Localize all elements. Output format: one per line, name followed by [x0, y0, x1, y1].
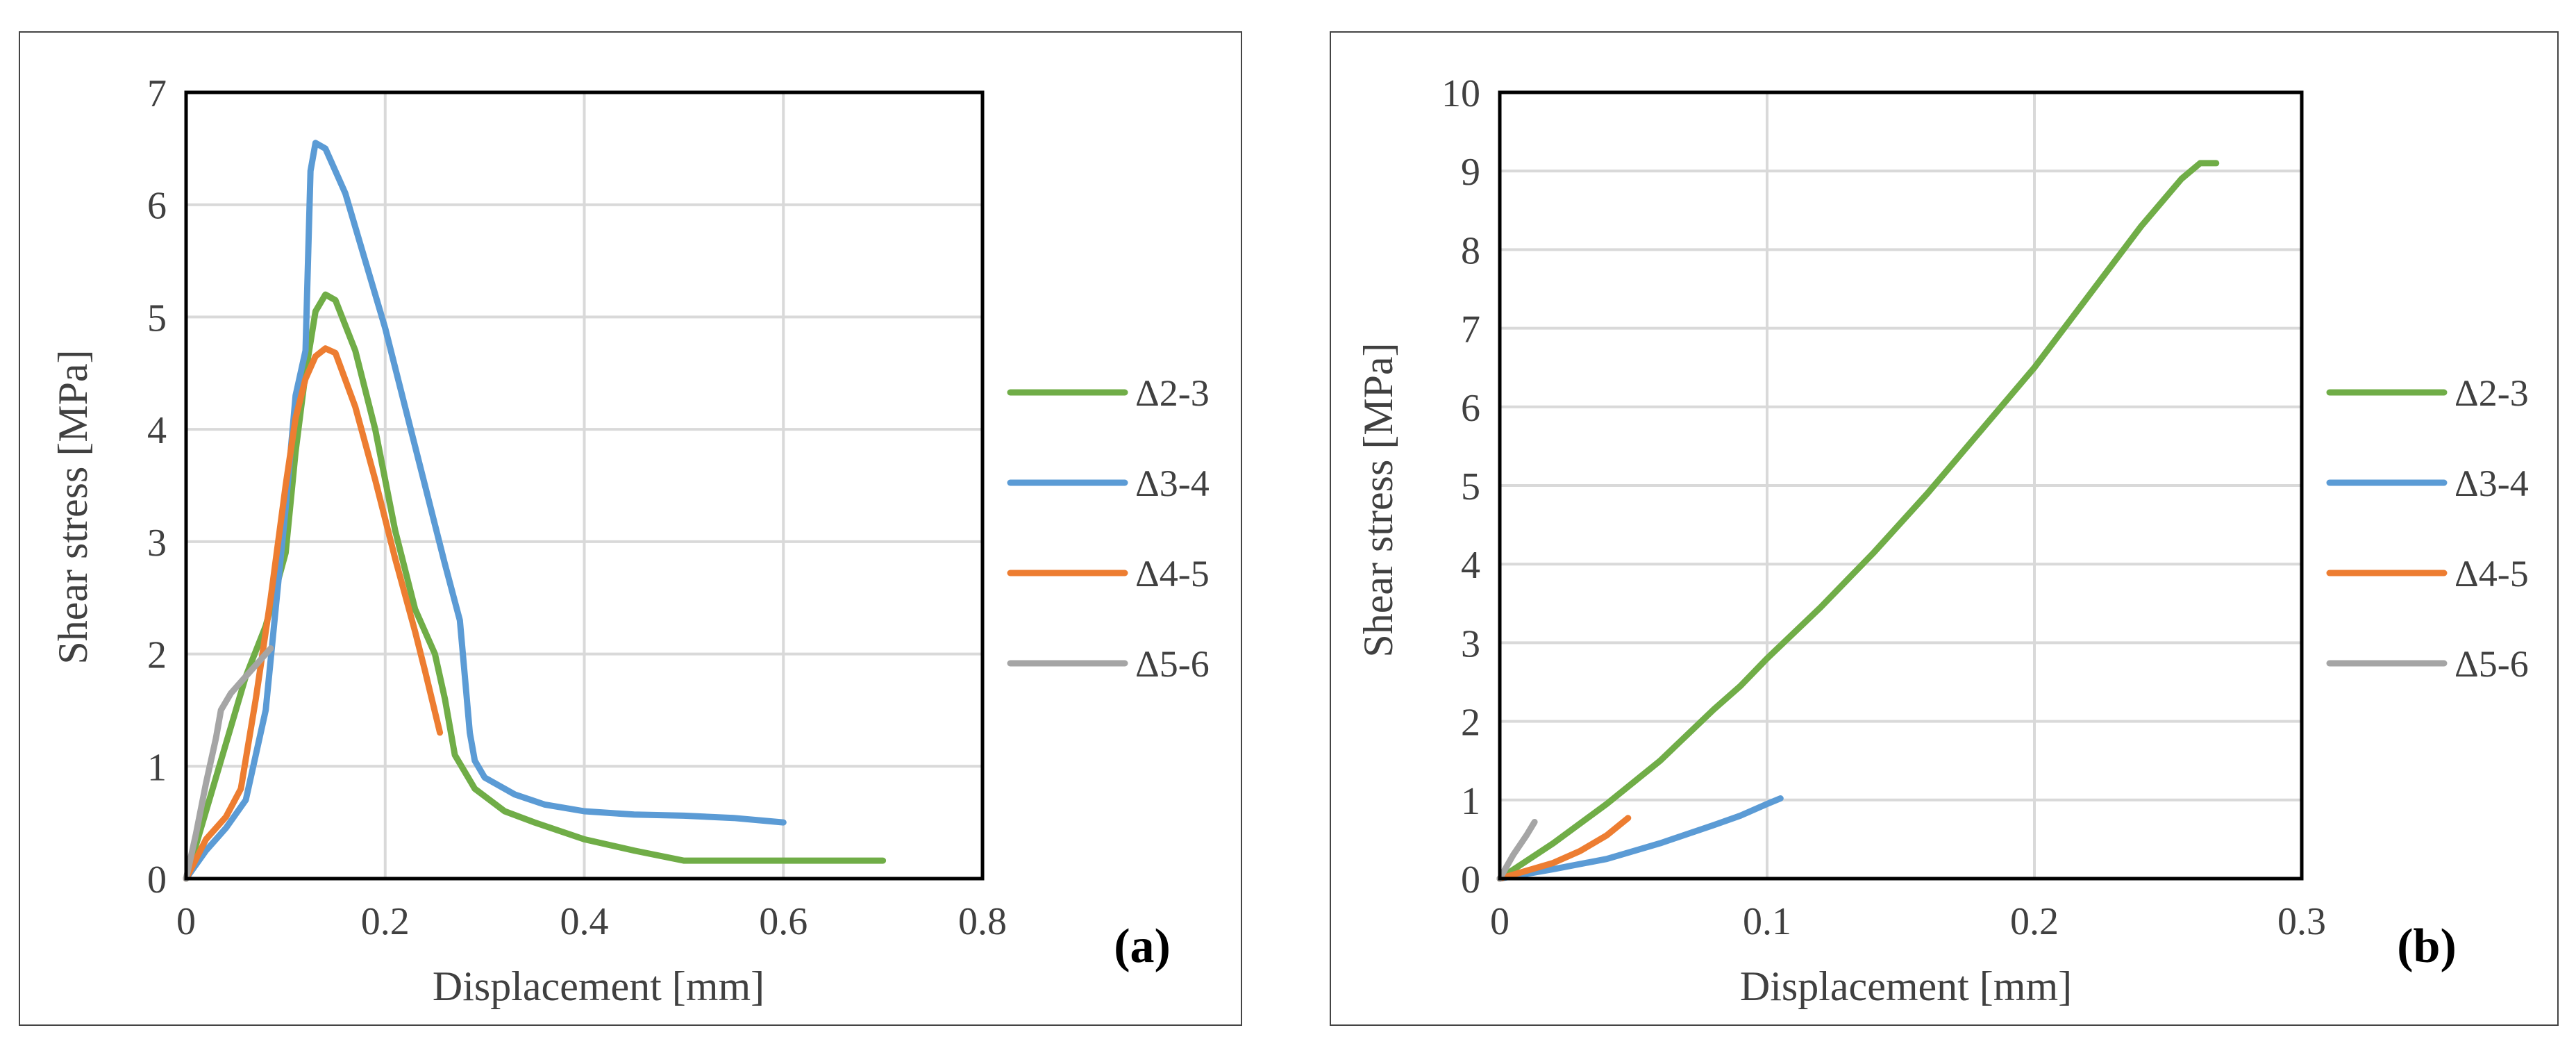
panel-b-y-tick-label: 6 — [1461, 387, 1480, 430]
panel-b-x-axis-label: Displacement [mm] — [1740, 963, 2072, 1009]
panel-a-y-tick-label: 1 — [147, 746, 167, 789]
panel-a-legend-label-1: Δ3-4 — [1135, 463, 1210, 504]
panel-b-frame — [1330, 31, 2559, 1026]
panel-a-y-tick-label: 7 — [147, 72, 167, 115]
panel-b-x-tick-label: 0.3 — [2277, 900, 2326, 943]
panel-a-legend-label-0: Δ2-3 — [1135, 372, 1210, 414]
panel-a-series-line-3 — [183, 645, 274, 882]
panel-b-y-axis-label: Shear stress [MPa] — [1355, 342, 1401, 657]
panel-a-legend-label-3: Δ5-6 — [1135, 643, 1210, 685]
panel-a-x-ticks: 0 0.2 0.4 0.6 0.8 — [176, 900, 1007, 943]
panel-a-series-line-2 — [183, 345, 444, 882]
panel-a-plot-border — [184, 90, 985, 881]
panel-a-x-tick-label: 0.6 — [759, 900, 808, 943]
panel-a-x-tick-label: 0.2 — [361, 900, 410, 943]
panel-b-y-tick-label: 0 — [1461, 858, 1480, 902]
panel-a-legend: Δ2-3 Δ3-4 Δ4-5 Δ5-6 — [1007, 372, 1210, 685]
panel-a-y-tick-label: 5 — [147, 297, 167, 340]
panel-a-x-axis-label: Displacement [mm] — [433, 963, 764, 1009]
panel-b-y-tick-label: 9 — [1461, 151, 1480, 194]
panel-a-y-axis-label: Shear stress [MPa] — [50, 349, 96, 664]
panel-a-x-tick-label: 0.8 — [958, 900, 1007, 943]
panel-a-x-tick-label: 0 — [176, 900, 196, 943]
panel-b-series-line-0 — [1496, 160, 2220, 882]
panel-b-chart: 0 1 2 3 4 5 6 7 8 9 10 0 0.1 0.2 0.3 Displacement [mm… — [1355, 72, 2529, 1009]
panel-a-y-ticks: 0 1 2 3 4 5 6 7 — [147, 72, 167, 902]
panel-b-series-line-1 — [1496, 795, 1784, 882]
panel-a-legend-label-2: Δ4-5 — [1135, 553, 1210, 595]
panel-b-legend-label-3: Δ5-6 — [2454, 643, 2529, 685]
panel-b-x-tick-label: 0.2 — [2010, 900, 2059, 943]
panel-b-legend-label-2: Δ4-5 — [2454, 553, 2529, 595]
panel-a-frame — [19, 31, 1242, 1026]
panel-b-y-tick-label: 1 — [1461, 780, 1480, 823]
panel-b-x-tick-label: 0.1 — [1743, 900, 1791, 943]
panel-a-y-tick-label: 3 — [147, 522, 167, 565]
panel-a-chart: 0 1 2 3 4 5 6 7 0 0.2 0.4 0.6 0.8 Displacement [mm]… — [50, 72, 1210, 1009]
panel-b-x-tick-label: 0 — [1490, 900, 1509, 943]
panel-b-series — [1496, 160, 2220, 882]
panel-b-series-line-2 — [1496, 815, 1632, 882]
panel-b-y-tick-label: 8 — [1461, 229, 1480, 272]
panel-b-legend-label-0: Δ2-3 — [2454, 372, 2529, 414]
panel-a-y-tick-label: 4 — [147, 409, 167, 452]
panel-b-plot-border — [1498, 90, 2304, 881]
panel-a-series — [183, 140, 887, 882]
panel-a-y-tick-label: 2 — [147, 634, 167, 677]
panel-b-y-tick-label: 2 — [1461, 702, 1480, 745]
panel-a-y-tick-label: 6 — [147, 185, 167, 228]
panel-a-label: (a) — [1114, 920, 1171, 973]
panel-a-x-tick-label: 0.4 — [560, 900, 609, 943]
panel-a-series-line-1 — [183, 140, 787, 882]
panel-b-y-tick-label: 7 — [1461, 308, 1480, 351]
panel-b-y-tick-label: 4 — [1461, 544, 1480, 587]
panel-b-legend: Δ2-3 Δ3-4 Δ4-5 Δ5-6 — [2326, 372, 2529, 685]
panel-b-y-tick-label: 10 — [1441, 72, 1480, 115]
panel-a-y-tick-label: 0 — [147, 858, 167, 902]
panel-b-y-tick-label: 3 — [1461, 622, 1480, 665]
panel-b-x-ticks: 0 0.1 0.2 0.3 — [1490, 900, 2326, 943]
panel-b-y-ticks: 0 1 2 3 4 5 6 7 8 9 10 — [1441, 72, 1480, 902]
panel-b-legend-label-1: Δ3-4 — [2454, 463, 2529, 504]
panel-b-series-line-3 — [1496, 819, 1538, 882]
panel-b-y-tick-label: 5 — [1461, 465, 1480, 508]
panel-a-series-line-0 — [183, 291, 887, 882]
panel-b-label: (b) — [2397, 920, 2457, 973]
